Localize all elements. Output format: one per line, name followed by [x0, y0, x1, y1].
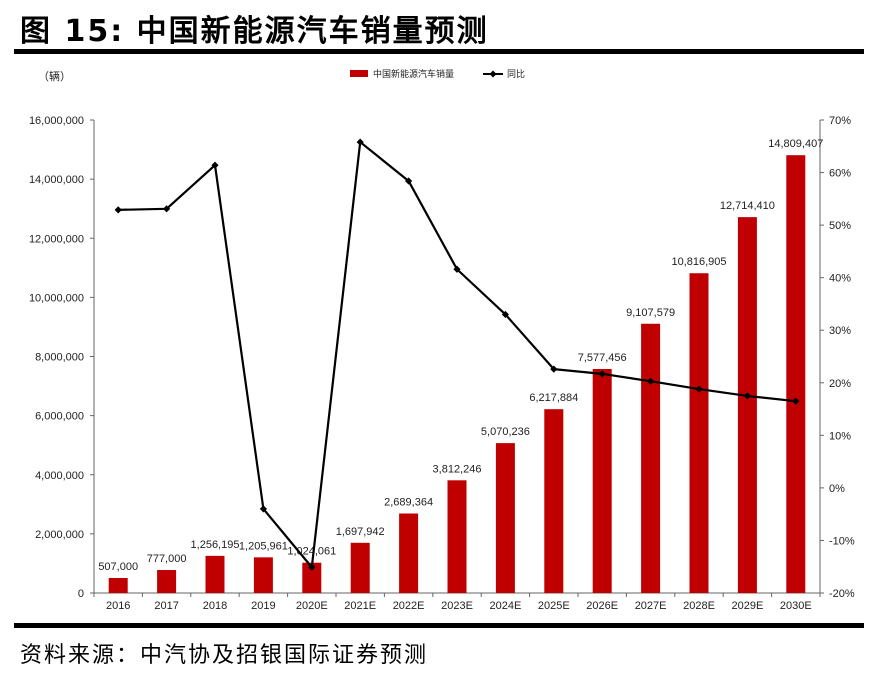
legend-label-yoy: 同比 — [507, 68, 525, 80]
top-divider — [14, 49, 864, 54]
yoy-diamond-marker — [743, 392, 751, 400]
bar-value-label: 507,000 — [98, 561, 138, 573]
sales-bar — [108, 578, 128, 593]
x-axis-category-label: 2024E — [489, 600, 521, 612]
legend-diamond-marker-icon — [489, 70, 497, 78]
x-axis-category-label: 2030E — [780, 600, 812, 612]
sales-bar — [399, 513, 419, 593]
yoy-diamond-marker — [308, 563, 316, 571]
bar-value-label: 14,809,407 — [768, 138, 823, 150]
figure-title: 图 15: 中国新能源汽车销量预测 — [20, 14, 489, 49]
left-axis-tick-label: 12,000,000 — [29, 233, 84, 245]
x-axis-category-label: 2026E — [586, 600, 618, 612]
bar-value-label: 1,205,961 — [239, 540, 288, 552]
sales-bar — [302, 562, 322, 593]
bar-value-label: 6,217,884 — [529, 392, 578, 404]
sales-bar — [786, 155, 806, 593]
x-axis-category-label: 2029E — [731, 600, 763, 612]
right-axis-tick-label: 40% — [829, 273, 851, 285]
yoy-diamond-marker — [356, 138, 364, 146]
yoy-diamond-marker — [792, 397, 800, 405]
yoy-diamond-marker — [550, 365, 558, 373]
left-axis-tick-label: 2,000,000 — [35, 529, 84, 541]
left-axis-tick-label: 0 — [78, 588, 84, 600]
legend-bar-swatch-icon — [350, 70, 368, 77]
right-axis-tick-label: -10% — [829, 535, 855, 547]
bar-value-label: 9,107,579 — [626, 307, 675, 319]
x-axis-category-label: 2016 — [106, 600, 130, 612]
sales-bar — [157, 570, 177, 593]
yoy-diamond-marker — [453, 265, 461, 273]
right-axis-tick-label: 0% — [829, 483, 845, 495]
yoy-diamond-marker — [501, 310, 509, 319]
right-axis-tick-label: 70% — [829, 115, 851, 127]
sales-bar — [641, 323, 661, 593]
bar-value-label: 10,816,905 — [671, 256, 726, 268]
bar-value-label: 777,000 — [147, 553, 187, 565]
right-axis-tick-label: 50% — [829, 220, 851, 232]
bar-value-label: 1,256,195 — [191, 539, 240, 551]
line-series-yoy — [114, 138, 800, 571]
right-axis-tick-label: 30% — [829, 325, 851, 337]
x-axis-category-label: 2020E — [296, 600, 328, 612]
yoy-diamond-marker — [114, 206, 122, 214]
bar-value-label: 3,812,246 — [433, 463, 482, 475]
source-note: 资料来源：中汽协及招银国际证券预测 — [20, 643, 429, 668]
svg-text:（辆）: （辆） — [38, 69, 71, 83]
x-axis-category-label: 2025E — [538, 600, 570, 612]
sales-bar — [253, 557, 273, 593]
sales-bar — [447, 480, 467, 593]
x-axis-category-label: 2021E — [344, 600, 376, 612]
right-axis-tick-label: -20% — [829, 588, 855, 600]
left-axis-tick-label: 16,000,000 — [29, 115, 84, 127]
sales-bar — [689, 273, 709, 593]
sales-bar — [205, 555, 225, 593]
bar-value-label: 5,070,236 — [481, 426, 530, 438]
x-axis-category-label: 2028E — [683, 600, 715, 612]
yoy-diamond-marker — [163, 205, 171, 213]
sales-bar — [544, 409, 564, 593]
left-axis-tick-label: 8,000,000 — [35, 352, 84, 364]
yoy-diamond-marker — [695, 385, 703, 393]
sales-bar — [495, 443, 515, 593]
left-axis-tick-label: 10,000,000 — [29, 292, 84, 304]
x-axis-category-label: 2018 — [203, 600, 227, 612]
bar-series-sales — [108, 155, 806, 593]
yoy-diamond-marker — [405, 177, 413, 185]
right-axis-tick-label: 60% — [829, 168, 851, 180]
yoy-diamond-marker — [647, 377, 655, 385]
left-axis-unit-label: （辆） — [38, 69, 71, 83]
bar-value-label: 12,714,410 — [720, 200, 775, 212]
x-axis: 2016 2017 2018 2019 2020E 2021E 2022E 2023E 2024… — [93, 592, 821, 612]
bar-value-label: 7,577,456 — [578, 352, 627, 364]
x-axis-category-label: 2019 — [251, 600, 275, 612]
x-axis-category-label: 2017 — [154, 600, 178, 612]
yoy-diamond-marker — [598, 370, 606, 378]
bar-value-label: 1,024,061 — [287, 546, 336, 558]
right-axis-tick-label: 10% — [829, 430, 851, 442]
left-axis-tick-label: 6,000,000 — [35, 411, 84, 423]
yoy-diamond-marker — [259, 505, 267, 513]
legend-label-sales: 中国新能源汽车销量 — [373, 68, 454, 80]
left-axis-tick-label: 14,000,000 — [29, 174, 84, 186]
x-axis-category-label: 2027E — [635, 600, 667, 612]
chart-legend: 中国新能源汽车销量 同比 — [350, 68, 525, 80]
bottom-divider — [14, 623, 864, 628]
x-axis-category-label: 2023E — [441, 600, 473, 612]
sales-bar — [350, 542, 370, 593]
bar-value-label: 1,697,942 — [336, 526, 385, 538]
yoy-diamond-marker — [211, 161, 219, 169]
bar-value-labels: 507,000 777,000 1,256,195 1,205,961 1,024,06… — [98, 138, 823, 573]
bar-value-label: 2,689,364 — [384, 496, 433, 508]
x-axis-category-label: 2022E — [393, 600, 425, 612]
sales-bar — [737, 217, 757, 593]
left-axis-tick-label: 4,000,000 — [35, 470, 84, 482]
right-y-axis: -20% -10% 0% 10% 20% 30% 40% 50% 60% 70% — [819, 115, 855, 600]
sales-bar — [592, 368, 612, 593]
left-y-axis: 0 2,000,000 4,000,000 6,000,000 8,000,000 10,… — [29, 115, 95, 600]
right-axis-tick-label: 20% — [829, 378, 851, 390]
